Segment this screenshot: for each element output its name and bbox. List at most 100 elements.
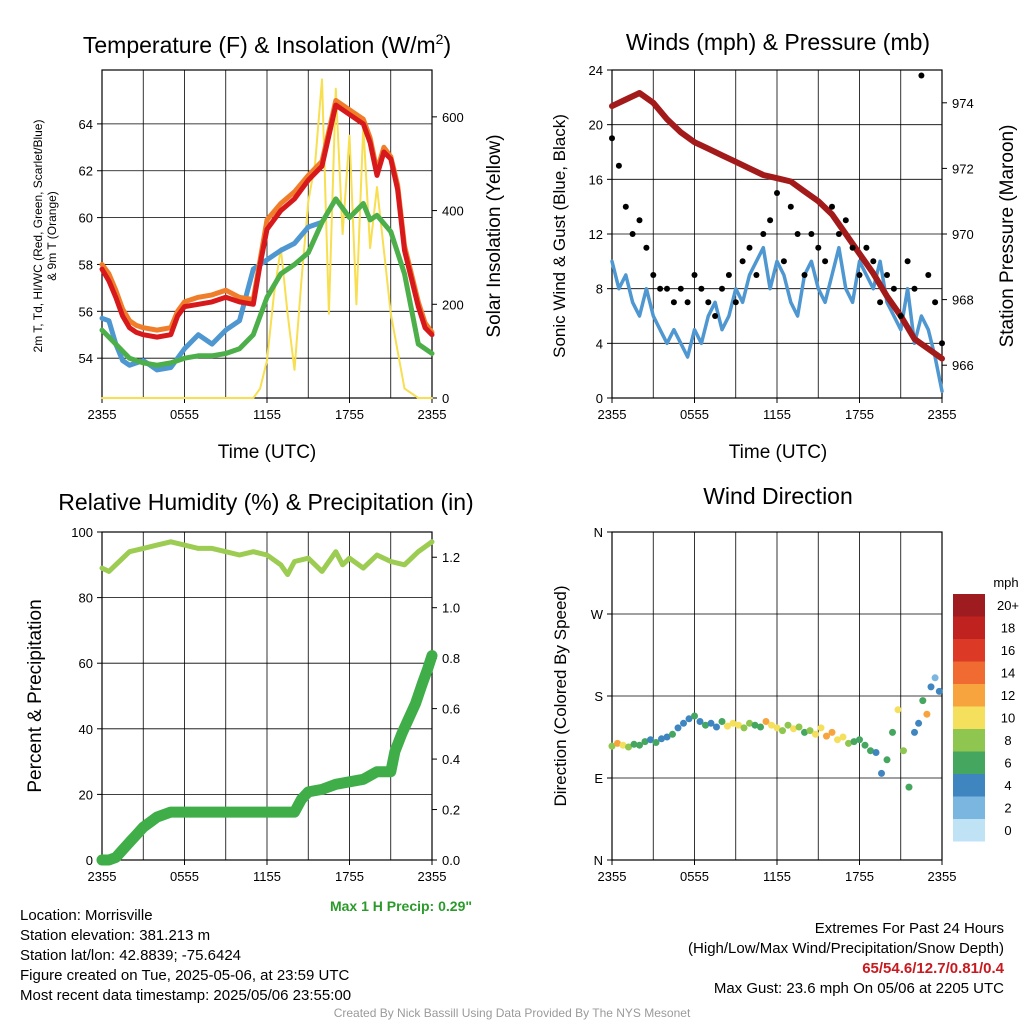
gust-point xyxy=(725,272,732,278)
direction-point xyxy=(647,736,654,744)
gust-point xyxy=(719,285,725,292)
gust-point xyxy=(890,285,897,292)
winds-x-tick-label: 1755 xyxy=(845,407,874,422)
direction-point xyxy=(790,725,797,733)
winds-y-tick-label: 20 xyxy=(589,118,603,133)
temperature-y2-tick-label: 600 xyxy=(442,110,464,125)
gust-point xyxy=(636,217,643,224)
winds-y-tick-label: 12 xyxy=(589,227,603,242)
humidity-y-tick-label: 100 xyxy=(71,525,93,540)
direction-point xyxy=(762,718,770,725)
temperature-line xyxy=(99,102,435,340)
humidity-plot-frame xyxy=(101,531,433,861)
direction-point xyxy=(724,722,731,730)
direction-point xyxy=(746,719,753,727)
gust-point xyxy=(753,272,760,278)
direction-point xyxy=(823,732,830,740)
gust-point xyxy=(787,203,794,210)
gust-point xyxy=(884,272,890,278)
direction-point xyxy=(806,727,814,735)
winds-chart-title: Winds (mph) & Pressure (mb) xyxy=(626,29,930,55)
legend-swatch xyxy=(953,639,985,662)
gust-point xyxy=(615,162,622,169)
direction-point xyxy=(768,721,775,729)
winds-x-tick-label: 1155 xyxy=(763,407,791,422)
dewpoint-line xyxy=(99,196,435,368)
sonic-wind-line xyxy=(610,245,944,393)
temperature-y-axis-label: 2m T, Td, HI/WC (Red, Green, Scarlet/Blu… xyxy=(31,120,45,353)
legend-swatch xyxy=(953,751,985,774)
winds-y2-tick-label: 970 xyxy=(952,227,974,242)
direction-y-tick-label: S xyxy=(594,689,603,704)
direction-point xyxy=(867,747,874,755)
humidity-chart: 0 20 40 60 80 100 0.0 0.2 0.4 0.6 0.8 1.0 1.2 2355 055… xyxy=(71,525,460,884)
gust-point xyxy=(650,272,657,278)
max-gust: Max Gust: 23.6 mph On 05/06 at 2205 UTC xyxy=(713,980,1004,997)
direction-point xyxy=(751,721,759,729)
gust-point xyxy=(815,244,822,251)
direction-point xyxy=(801,728,808,736)
gust-point xyxy=(629,231,636,237)
legend-label: 4 xyxy=(1004,778,1011,793)
direction-point xyxy=(636,741,643,749)
gust-point xyxy=(842,217,849,224)
gust-point xyxy=(670,299,677,306)
extremes-values: 65/54.6/12.7/0.81/0.4 xyxy=(862,960,1004,977)
extremes-subtitle: (High/Low/Max Wind/Precipitation/Snow De… xyxy=(688,940,1004,957)
humidity-y-tick-label: 80 xyxy=(79,591,93,606)
gust-point xyxy=(925,272,932,278)
gust-point xyxy=(643,244,650,251)
direction-point xyxy=(845,739,852,747)
direction-point xyxy=(784,721,792,729)
gust-point xyxy=(622,203,629,210)
direction-point xyxy=(856,736,863,744)
winds-x-tick-label: 2355 xyxy=(598,407,627,422)
relative-humidity-line xyxy=(99,539,435,578)
gust-point xyxy=(939,340,945,347)
direction-point xyxy=(900,747,907,755)
gust-point xyxy=(849,244,856,251)
direction-point xyxy=(773,724,781,732)
direction-x-tick-label: 2355 xyxy=(598,869,627,884)
temperature-y-tick-label: 64 xyxy=(79,117,93,132)
humidity-y2-tick-label: 0.6 xyxy=(442,702,460,717)
direction-point xyxy=(685,715,693,723)
winds-y2-tick-label: 972 xyxy=(952,161,974,176)
legend-title: mph xyxy=(993,575,1018,590)
station-location: Location: Morrisville xyxy=(20,907,153,924)
credit-line: Created By Nick Bassill Using Data Provi… xyxy=(333,1006,691,1020)
direction-point xyxy=(696,718,704,725)
direction-point xyxy=(691,712,698,720)
direction-point xyxy=(935,687,943,695)
humidity-chart-title: Relative Humidity (%) & Precipitation (i… xyxy=(58,489,473,515)
legend-swatch xyxy=(953,774,985,797)
humidity-y2-tick-label: 0.4 xyxy=(442,752,460,767)
direction-point xyxy=(608,742,616,750)
speed-color-legend: mph 20+ 18 16 14 12 10 8 6 4 2 0 xyxy=(953,575,1019,842)
humidity-y-axis-label: Percent & Precipitation xyxy=(25,599,46,792)
temperature-x-axis-label: Time (UTC) xyxy=(218,442,317,463)
gust-point xyxy=(746,244,753,251)
humidity-x-tick-label: 2355 xyxy=(418,869,447,884)
max-precip-annotation: Max 1 H Precip: 0.29" xyxy=(330,898,472,914)
gust-point xyxy=(877,299,884,306)
legend-label: 6 xyxy=(1004,756,1011,771)
direction-y-tick-label: W xyxy=(591,607,604,622)
direction-point xyxy=(927,683,935,691)
direction-point xyxy=(828,728,836,736)
extremes-info: Extremes For Past 24 Hours (High/Low/Max… xyxy=(688,919,1004,999)
direction-point xyxy=(861,741,869,749)
direction-point xyxy=(614,739,621,747)
gust-point xyxy=(664,285,670,292)
direction-point xyxy=(757,723,764,731)
gust-point xyxy=(801,272,808,278)
direction-point xyxy=(619,741,627,749)
direction-point xyxy=(817,724,825,732)
station-info: Location: Morrisville Station elevation:… xyxy=(20,906,351,1006)
recent-data-timestamp: Most recent data timestamp: 2025/05/06 2… xyxy=(20,987,352,1004)
humidity-y2-tick-label: 0.0 xyxy=(442,853,460,868)
legend-swatch xyxy=(953,706,985,729)
direction-x-tick-label: 1755 xyxy=(845,869,874,884)
direction-point xyxy=(919,697,927,705)
